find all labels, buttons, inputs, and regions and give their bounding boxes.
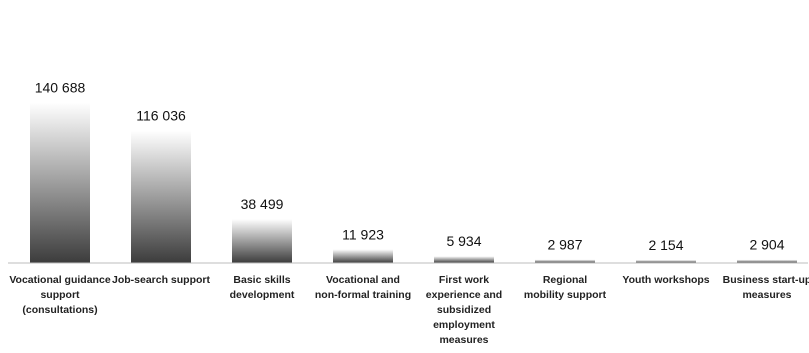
category-label-line: Basic skills xyxy=(233,274,290,286)
value-label: 38 499 xyxy=(241,196,284,212)
bar xyxy=(434,256,494,263)
category-label: Business start-up measures xyxy=(723,274,809,301)
category-label-line: experience and xyxy=(426,289,502,301)
value-label: 11 923 xyxy=(342,226,384,242)
bar xyxy=(737,259,797,263)
category-labels-group: Vocational guidance support (consultations… xyxy=(9,274,809,346)
category-label-line: (consultations) xyxy=(22,304,97,316)
value-label: 2 154 xyxy=(648,237,683,253)
category-label-line: development xyxy=(230,289,295,301)
category-label-line: First work xyxy=(439,274,489,286)
bar xyxy=(232,219,292,263)
category-label-line: Business start-up xyxy=(723,274,809,286)
category-label: Job-search support xyxy=(112,274,211,286)
value-label: 2 987 xyxy=(547,237,582,253)
bars-group xyxy=(30,102,797,263)
category-label: Regional mobility support xyxy=(524,274,607,301)
category-label: Vocational and non-formal training xyxy=(315,274,411,301)
bar xyxy=(131,130,191,263)
bar xyxy=(30,102,90,263)
category-label-line: non-formal training xyxy=(315,289,411,301)
category-label-line: measures xyxy=(742,289,791,301)
category-label-line: Vocational and xyxy=(326,274,400,286)
category-label-line: measures xyxy=(439,334,488,346)
category-label-line: employment xyxy=(433,319,495,331)
value-labels-group: 140 688 116 036 38 499 11 923 5 934 2 987 2 15… xyxy=(35,80,785,253)
category-label-line: support xyxy=(40,289,80,301)
category-label: First work experience and subsidized employ… xyxy=(426,274,502,346)
category-label-line: subsidized xyxy=(437,304,491,316)
bar xyxy=(636,260,696,263)
bar xyxy=(333,249,393,263)
category-label-line: Vocational guidance xyxy=(9,274,110,286)
category-label: Basic skills development xyxy=(230,274,295,301)
category-label-line: Youth workshops xyxy=(622,274,709,286)
value-label: 116 036 xyxy=(136,108,186,124)
bar xyxy=(535,259,595,263)
category-label-line: Regional xyxy=(543,274,587,286)
value-label: 5 934 xyxy=(446,233,481,249)
category-label-line: mobility support xyxy=(524,289,607,301)
category-label: Youth workshops xyxy=(622,274,709,286)
value-label: 2 904 xyxy=(749,237,784,253)
category-label-line: Job-search support xyxy=(112,274,211,286)
value-label: 140 688 xyxy=(35,80,86,96)
category-label: Vocational guidance support (consultations… xyxy=(9,274,110,316)
